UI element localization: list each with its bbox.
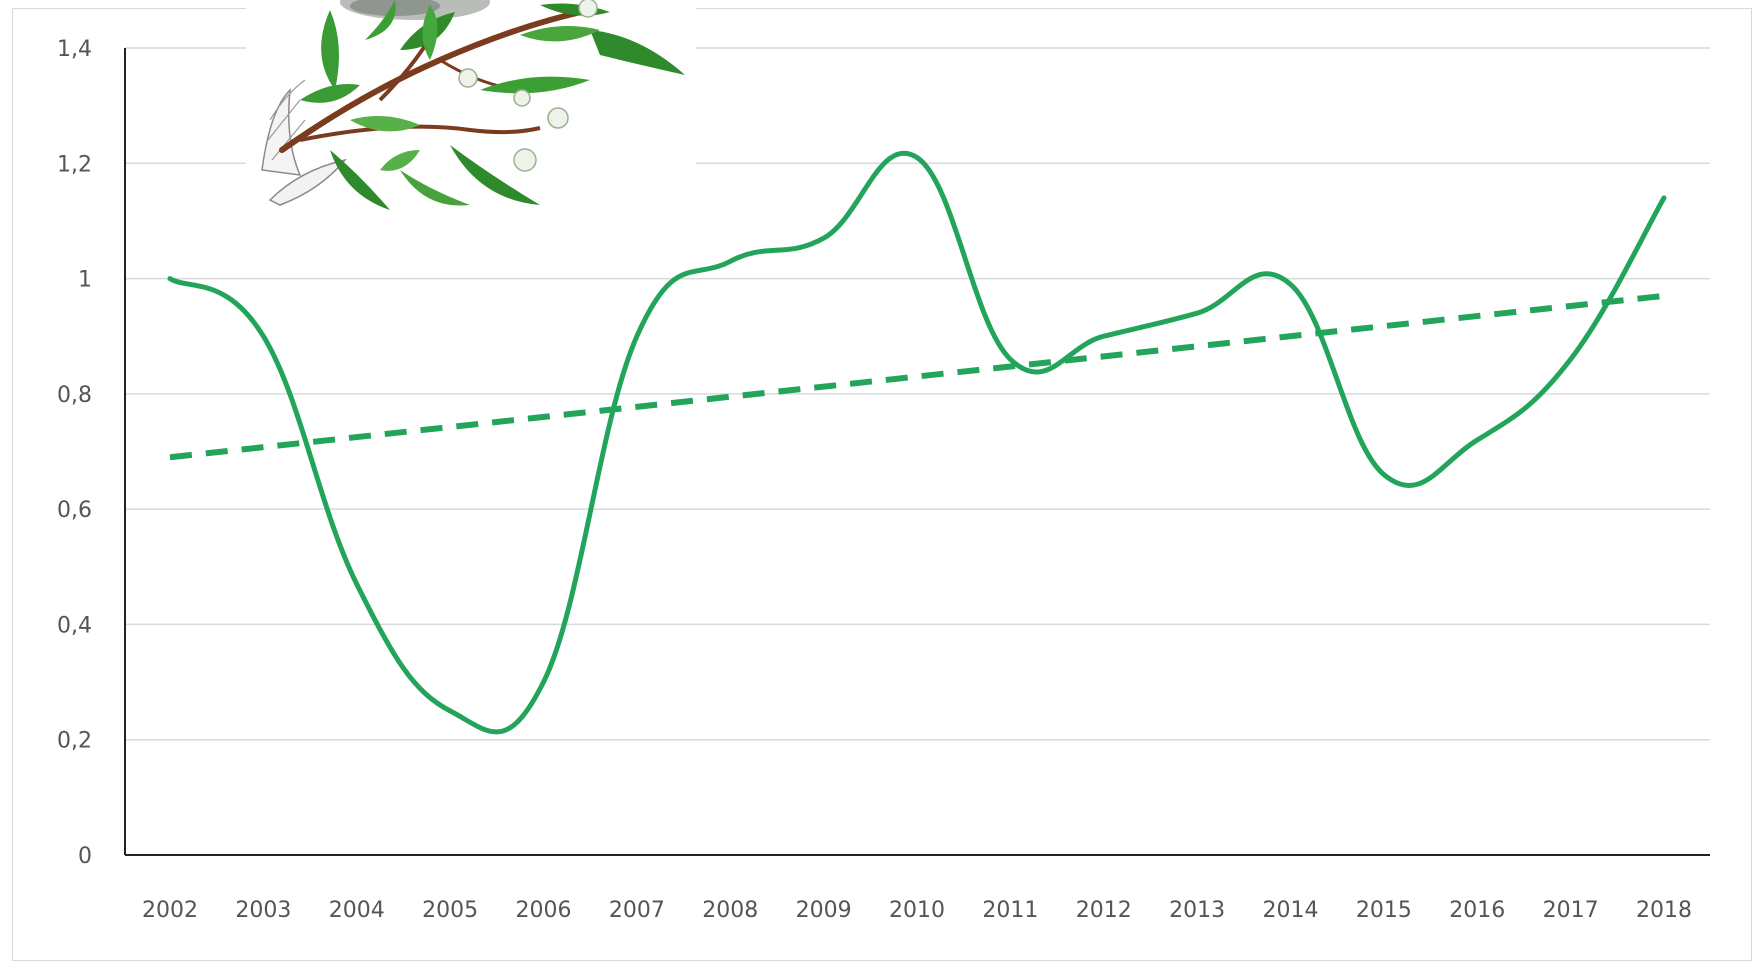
y-tick-label: 0 <box>78 844 92 869</box>
data-point-2006 <box>541 679 547 685</box>
x-tick-label: 2015 <box>1356 898 1412 923</box>
y-tick-label: 1,4 <box>57 37 92 62</box>
data-point-2010 <box>914 155 920 161</box>
data-point-2016 <box>1474 437 1480 443</box>
x-tick-label: 2018 <box>1636 898 1692 923</box>
trendline <box>169 292 1665 461</box>
x-tick-label: 2004 <box>329 898 385 923</box>
data-point-2018 <box>1661 195 1667 201</box>
data-point-2003 <box>260 333 266 339</box>
y-tick-label: 0,8 <box>57 383 92 408</box>
data-point-2011 <box>1007 356 1013 362</box>
data-point-2017 <box>1568 356 1574 362</box>
x-tick-label: 2012 <box>1076 898 1132 923</box>
data-point-2013 <box>1194 310 1200 316</box>
x-tick-label: 2017 <box>1543 898 1599 923</box>
y-tick-label: 0,4 <box>57 613 92 638</box>
x-tick-label: 2005 <box>422 898 478 923</box>
y-tick-label: 0,6 <box>57 498 92 523</box>
x-tick-label: 2006 <box>516 898 572 923</box>
gridlines <box>125 47 1710 741</box>
x-tick-label: 2009 <box>796 898 852 923</box>
x-tick-label: 2003 <box>235 898 291 923</box>
x-tick-label: 2013 <box>1169 898 1225 923</box>
x-axis-tick-labels: 2002 2003 2004 2005 2006 2007 2008 2009 2010 2011… <box>142 898 1692 923</box>
data-point-2005 <box>447 708 453 714</box>
series-line <box>167 150 1667 735</box>
x-tick-label: 2002 <box>142 898 198 923</box>
data-point-2008 <box>727 258 733 264</box>
data-point-2007 <box>634 333 640 339</box>
x-tick-label: 2010 <box>889 898 945 923</box>
x-tick-label: 2014 <box>1263 898 1319 923</box>
x-tick-label: 2016 <box>1449 898 1505 923</box>
y-axis-tick-labels: 0 0,2 0,4 0,6 0,8 1 1,2 1,4 <box>57 37 92 869</box>
data-point-2002 <box>167 276 173 282</box>
y-tick-label: 1,2 <box>57 152 92 177</box>
data-point-2014 <box>1288 281 1294 287</box>
x-tick-label: 2011 <box>982 898 1038 923</box>
data-point-2012 <box>1101 333 1107 339</box>
x-tick-label: 2007 <box>609 898 665 923</box>
data-point-2009 <box>821 235 827 241</box>
y-tick-label: 1 <box>78 268 92 293</box>
x-tick-label: 2008 <box>702 898 758 923</box>
data-point-2015 <box>1381 472 1387 478</box>
y-tick-label: 0,2 <box>57 729 92 754</box>
data-point-2004 <box>354 581 360 587</box>
botanical-branch-illustration <box>246 0 696 210</box>
